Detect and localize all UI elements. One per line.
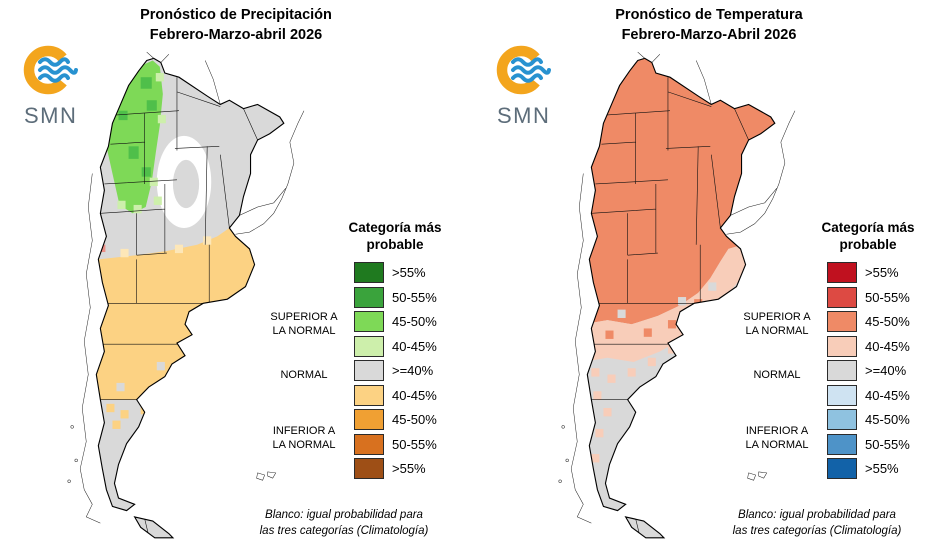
legend-item: >55% [827,458,910,479]
legend-swatch [354,311,384,332]
legend-item-label: 50-55% [392,289,437,305]
category-above-normal-label: SUPERIOR A LA NORMAL [743,311,811,338]
legend-item: 50-55% [354,286,437,308]
title-line: Pronóstico de Temperatura [615,7,803,23]
legend-item: 45-50% [354,409,437,430]
legend-footnote: Blanco: igual probabilidad para las tres… [707,507,927,539]
legend-swatch [354,360,384,381]
legend-swatch [827,311,857,332]
neighbor-coastlines [67,51,305,524]
map-region-above-normal [587,58,775,325]
legend-swatch [827,458,857,479]
smn-logo-text: SMN [24,103,78,128]
legend-swatch [827,360,857,381]
legend-swatch [827,335,857,357]
legend-swatch [827,286,857,308]
tierra-del-fuego-outline [133,516,175,539]
footnote-line: las tres categorías (Climatología) [732,525,902,538]
legend-swatch [354,262,384,283]
legend-item: >=40% [354,360,437,381]
panel-title: Pronóstico de Temperatura Febrero-Marzo-… [473,6,945,45]
footnote-line: las tres categorías (Climatología) [259,525,429,538]
temperature-legend: >55% 50-55% 45-50% 40-45% >=40% 40-45% 4… [827,262,910,479]
legend-item-label: >=40% [392,363,434,378]
temperature-panel: Pronóstico de Temperatura Febrero-Marzo-… [473,0,945,558]
legend-item-label: >55% [865,265,899,280]
argentina-outline [95,57,285,512]
legend-item-label: 45-50% [865,412,910,427]
legend-item-label: >=40% [865,363,907,378]
panel-title: Pronóstico de Precipitación Febrero-Marz… [0,6,472,45]
legend-item-label: 40-45% [392,338,437,354]
neighbor-coastlines [558,51,796,524]
legend-swatch [354,384,384,406]
legend-swatch [354,335,384,357]
legend-item: >55% [827,262,910,283]
smn-logo: SMN [22,44,100,129]
legend-swatch [827,409,857,430]
legend-item: >55% [354,458,437,479]
category-below-normal-label: INFERIOR A LA NORMAL [745,425,809,452]
legend-swatch [354,433,384,455]
legend-item-label: 40-45% [865,338,910,354]
smn-logo-icon [496,45,551,95]
legend-item: 40-45% [827,335,910,357]
legend-item: 45-50% [827,409,910,430]
category-above-normal-label: SUPERIOR A LA NORMAL [270,311,338,338]
legend-item-label: >55% [392,461,426,476]
precipitation-legend: >55% 50-55% 45-50% 40-45% >=40% 40-45% 4… [354,262,437,479]
category-normal-label: NORMAL [280,369,328,381]
category-normal-label: NORMAL [753,369,801,381]
legend-item: >=40% [827,360,910,381]
legend-item: 40-45% [354,384,437,406]
precipitation-panel: Pronóstico de Precipitación Febrero-Marz… [0,0,472,558]
legend-item: 40-45% [827,384,910,406]
precipitation-map-regions [96,58,284,538]
argentina-precipitation-map [67,51,305,539]
legend-item-label: 40-45% [392,387,437,403]
legend-item-label: 45-50% [392,412,437,427]
legend-swatch [827,384,857,406]
legend-title: Categoría más probable [821,220,915,252]
legend-swatch [354,286,384,308]
legend-item-label: 40-45% [865,387,910,403]
legend-item-label: 45-50% [865,314,910,329]
legend-item-label: >55% [865,461,899,476]
footnote-line: Blanco: igual probabilidad para [738,509,896,521]
legend-item-label: 45-50% [392,314,437,329]
temperature-map-regions [587,58,775,538]
legend-swatch [354,409,384,430]
legend-item: 45-50% [354,311,437,332]
smn-logo: SMN [495,44,573,129]
footnote-line: Blanco: igual probabilidad para [265,509,423,521]
subtitle-line: Febrero-Marzo-Abril 2026 [621,26,797,43]
legend-item: 40-45% [354,335,437,357]
argentina-temperature-map [558,51,796,539]
legend-item: 50-55% [827,433,910,455]
legend-item-label: 50-55% [865,436,910,452]
legend-item-label: 50-55% [865,289,910,305]
tierra-del-fuego-outline [624,516,666,539]
legend-item: >55% [354,262,437,283]
title-line: Pronóstico de Precipitación [140,7,332,23]
legend-item: 50-55% [827,286,910,308]
smn-logo-text: SMN [497,103,551,128]
subtitle-line: Febrero-Marzo-abril 2026 [149,26,323,43]
legend-item-label: 50-55% [392,436,437,452]
legend-item: 50-55% [354,433,437,455]
legend-swatch [827,433,857,455]
argentina-outline [586,57,776,512]
legend-item: 45-50% [827,311,910,332]
map-region-below-normal [96,227,255,400]
legend-item-label: >55% [392,265,426,280]
category-below-normal-label: INFERIOR A LA NORMAL [272,425,336,452]
legend-swatch [354,458,384,479]
legend-swatch [827,262,857,283]
legend-footnote: Blanco: igual probabilidad para las tres… [234,507,454,539]
smn-logo-icon [23,45,78,95]
legend-title: Categoría más probable [348,220,442,252]
